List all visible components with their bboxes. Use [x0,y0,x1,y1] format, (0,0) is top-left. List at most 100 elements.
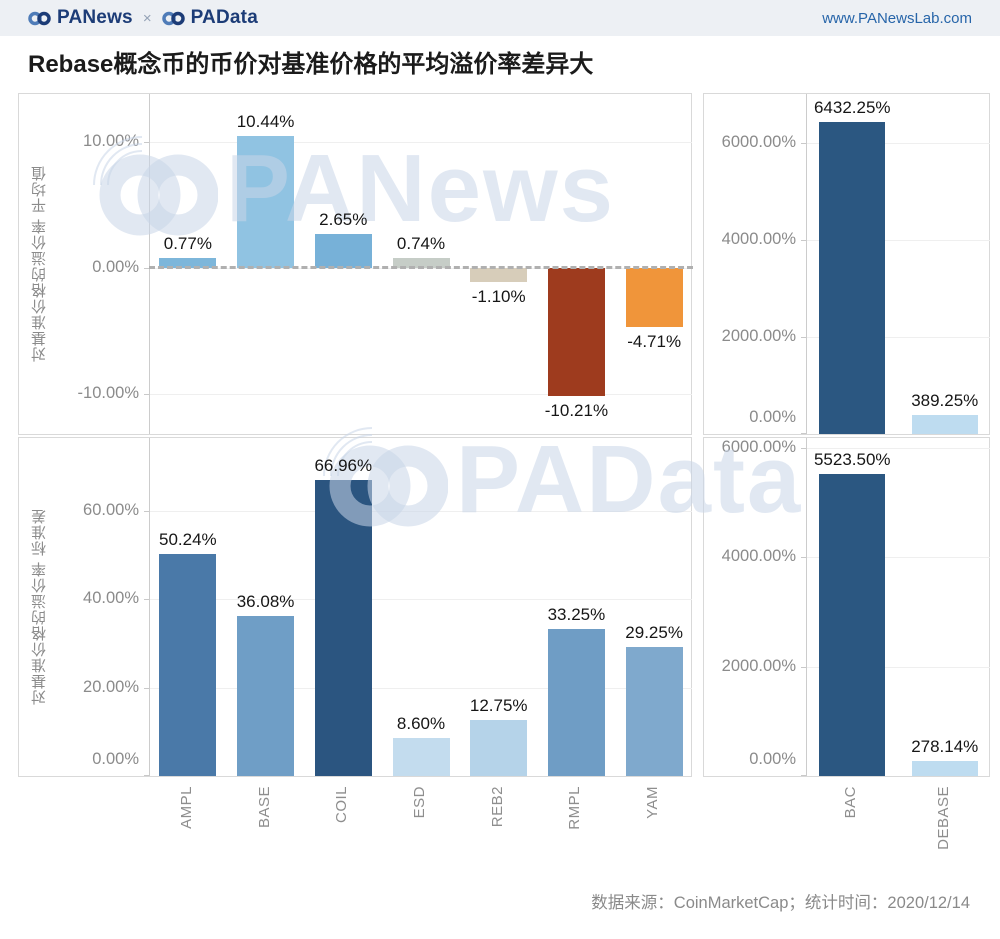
gridline [150,141,692,143]
bar-ampl [159,258,217,268]
bar-value-label: 6432.25% [813,98,891,118]
bar-yam [625,267,683,328]
y-tick-label: 0.00% [749,750,796,768]
brand-logos: PANews × PAData [28,7,258,29]
y-axis-line [149,438,150,776]
y-tick-mark [144,267,149,269]
y-axis-title-text: 对基准价格的溢价率 平均值 [31,165,48,363]
panel-bottom-left: 60.00% 40.00% 20.00% 0.00% 50.24% 36.08% 66.96… [18,437,692,777]
header-bar: PANews × PAData www.PANewsLab.com [0,0,1000,36]
x-axis-label: ESD [411,786,428,819]
y-tick-mark [144,599,149,601]
bar-value-label: 12.75% [469,695,528,715]
y-tick-label: 60.00% [83,500,139,519]
gridline [807,447,990,449]
gridline [807,666,990,668]
gridline [150,599,692,601]
bar-bac [819,122,886,434]
bar-value-label: 36.08% [236,592,295,612]
y-tick-mark [801,433,806,434]
bar-bac [819,473,886,776]
y-tick-mark [144,687,149,689]
panews-logo-icon [28,9,52,28]
bar-value-label: 10.44% [236,112,295,132]
y-tick-mark [801,240,806,242]
y-tick-mark [801,143,806,145]
y-axis-line [806,94,807,434]
bar-value-label: 2.65% [319,210,368,230]
y-tick-label: 2000.00% [721,656,796,675]
gridline [150,510,692,512]
bar-value-label: -4.71% [627,332,682,352]
bar-value-label: 50.24% [159,529,217,549]
padata-logo-icon [161,9,186,28]
x-axis-label: BASE [255,786,273,829]
data-source-note: 数据来源：CoinMarketCap；统计时间：2020/12/14 [591,894,970,912]
y-tick-label: 20.00% [83,677,139,696]
y-tick-mark [144,141,149,143]
bar-value-label: 29.25% [625,622,683,642]
y-tick-mark [144,393,149,395]
bar-value-label: 0.74% [396,234,446,254]
y-tick-mark [801,775,806,776]
bar-esd [392,258,450,268]
x-axis-label: AMPL [177,786,195,829]
y-tick-label: 0.00% [92,750,139,768]
y-tick-label: 40.00% [83,589,139,608]
website-link[interactable]: www.PANewsLab.com [822,9,972,27]
y-tick-label: 2000.00% [721,327,796,346]
y-tick-label: 6000.00% [721,437,796,456]
x-axis-label: YAM [644,786,662,819]
panews-logo-text: PANews [57,7,133,28]
y-tick-label: 6000.00% [721,133,796,152]
bar-value-label: 389.25% [911,391,979,411]
panel-bottom-right: 6000.00% 4000.00% 2000.00% 0.00% 5523.50% 278… [703,437,990,777]
y-tick-label: 0.00% [749,408,796,426]
bar-reb2 [470,719,528,776]
bar-value-label: 5523.50% [813,449,891,469]
bar-value-label: 33.25% [547,604,606,624]
bar-coil [314,479,372,776]
panel-top-left: 10.00% 0.00% -10.00% 0.77% 10.44% 2.65% 0.74% -… [18,93,693,435]
gridline [807,557,990,559]
x-axis-label: RMPL [566,786,584,830]
y-tick-label: -10.00% [77,383,139,402]
bar-base [237,616,295,776]
y-tick-mark [801,557,806,559]
panel-top-right: 6000.00% 4000.00% 2000.00% 0.00% 6432.25% 389… [703,93,990,435]
y-tick-mark [801,337,806,339]
y-tick-label: 4000.00% [721,230,796,249]
x-axis-label: DEBASE [934,786,952,850]
bar-base [237,136,295,268]
gridline [150,687,692,689]
gridline [807,240,990,242]
x-axis-label: REB2 [488,786,506,828]
y-axis-title-text: 对基准价格的溢价率 标准差 [31,508,48,706]
bar-esd [392,737,450,776]
padata-logo-text: PAData [190,7,258,28]
brand-separator: × [142,9,152,27]
gridline [807,143,990,145]
y-tick-label: 0.00% [92,257,139,276]
x-axis-label: BAC [842,786,860,819]
bar-rmpl [547,267,605,397]
bar-value-label: 8.60% [396,713,446,733]
zero-dashed-line [149,265,693,269]
bar-coil [314,234,372,268]
y-tick-mark [801,447,806,449]
bar-debase [911,760,978,776]
bar-rmpl [547,628,605,776]
gridline [807,337,990,339]
x-axis-label: COIL [333,786,351,824]
y-axis-title: 对基准价格的溢价率 标准差 [29,438,50,776]
bar-value-label: 66.96% [314,455,373,475]
bar-reb2 [470,267,528,282]
bar-value-label: -10.21% [544,401,609,421]
y-tick-mark [144,775,149,776]
bar-value-label: 0.77% [163,234,212,254]
y-tick-mark [144,510,149,512]
y-tick-mark [801,666,806,668]
y-axis-title: 对基准价格的溢价率 平均值 [29,94,50,434]
bar-value-label: -1.10% [471,286,526,306]
